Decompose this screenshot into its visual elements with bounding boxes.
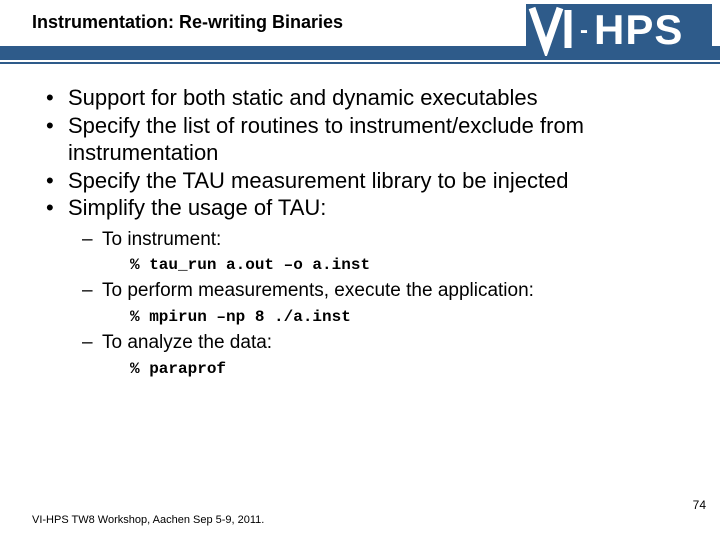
sub-bullet-item: To instrument: % tau_run a.out –o a.inst	[80, 228, 688, 276]
command-text: % tau_run a.out –o a.inst	[130, 255, 688, 275]
bullet-text: Specify the list of routines to instrume…	[68, 113, 584, 166]
bullet-item: Simplify the usage of TAU: To instrument…	[42, 194, 688, 379]
bullet-text: Specify the TAU measurement library to b…	[68, 168, 569, 193]
sub-bullet-text: To analyze the data:	[102, 332, 272, 353]
slide-title: Instrumentation: Re-writing Binaries	[32, 12, 343, 33]
bullet-item: Support for both static and dynamic exec…	[42, 84, 688, 112]
slide-footer: VI-HPS TW8 Workshop, Aachen Sep 5-9, 201…	[32, 514, 264, 526]
sub-bullet-list: To instrument: % tau_run a.out –o a.inst…	[80, 228, 688, 379]
page-number: 74	[693, 498, 706, 512]
header-bar-thin	[0, 62, 720, 64]
bullet-item: Specify the TAU measurement library to b…	[42, 167, 688, 195]
logo-dash: -	[580, 17, 588, 44]
bullet-text: Simplify the usage of TAU:	[68, 195, 326, 220]
sub-bullet-text: To perform measurements, execute the app…	[102, 280, 534, 301]
command-text: % mpirun –np 8 ./a.inst	[130, 307, 688, 327]
vi-hps-logo-svg: - HPS	[526, 4, 712, 56]
bullet-list: Support for both static and dynamic exec…	[42, 84, 688, 379]
sub-bullet-item: To perform measurements, execute the app…	[80, 279, 688, 327]
slide-header: Instrumentation: Re-writing Binaries - H…	[0, 0, 720, 64]
sub-bullet-text: To instrument:	[102, 229, 221, 250]
slide-body: Support for both static and dynamic exec…	[42, 84, 688, 381]
vi-hps-logo: - HPS	[524, 2, 714, 58]
sub-bullet-item: To analyze the data: % paraprof	[80, 331, 688, 379]
bullet-item: Specify the list of routines to instrume…	[42, 112, 688, 167]
bullet-text: Support for both static and dynamic exec…	[68, 85, 538, 110]
command-text: % paraprof	[130, 359, 688, 379]
logo-hps-text: HPS	[594, 6, 683, 53]
slide: Instrumentation: Re-writing Binaries - H…	[0, 0, 720, 540]
